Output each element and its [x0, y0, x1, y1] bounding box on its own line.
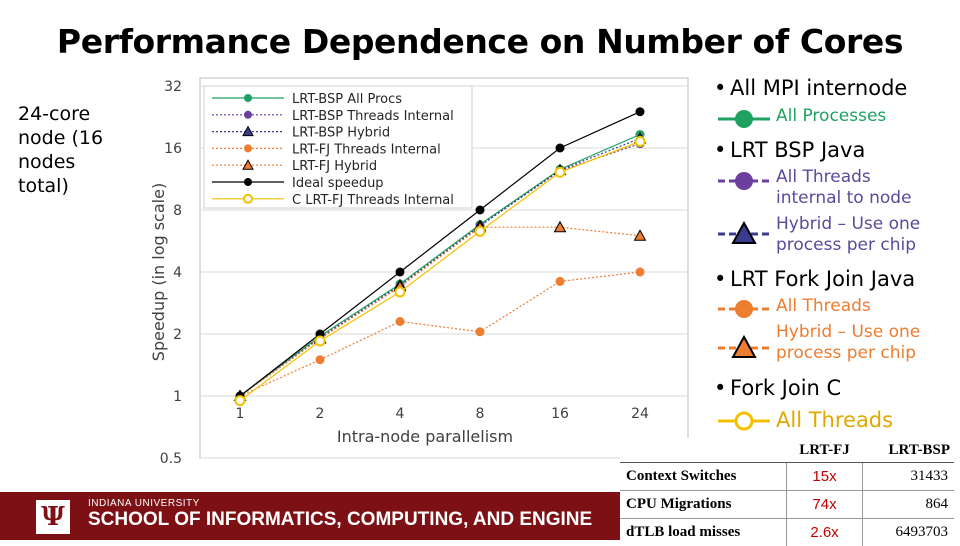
iu-trident-logo-icon: Ψ [36, 500, 70, 534]
orange-circle-line-icon [716, 298, 772, 320]
y-tick-label: 2 [173, 327, 182, 343]
yellow-open-circle-line-icon [716, 410, 772, 432]
data-point [556, 168, 565, 177]
university-name: INDIANA UNIVERSITY [88, 498, 200, 509]
subtitle-line: node (16 [18, 126, 128, 150]
bullet-c-text: Fork Join C [730, 376, 841, 400]
legend-label: LRT-BSP Threads Internal [292, 109, 454, 124]
data-point [396, 287, 405, 296]
data-point [556, 277, 565, 286]
data-point [556, 144, 565, 153]
x-tick-label: 4 [396, 406, 405, 422]
fj-sub2-line: process per chip [776, 343, 920, 364]
x-axis-title: Intra-node parallelism [337, 427, 513, 446]
bullet-bsp-sub1: All Threads internal to node [776, 167, 912, 209]
metric-ratio: 2.6x [786, 519, 863, 546]
data-point [244, 111, 252, 119]
x-tick-label: 8 [476, 406, 485, 422]
bsp-sub1-line: All Threads [776, 167, 912, 188]
fj-sub2-line: Hybrid – Use one [776, 322, 920, 343]
legend-label: Ideal speedup [292, 176, 384, 191]
metric-ratio: 74x [786, 491, 863, 519]
subtitle-line: total) [18, 174, 128, 198]
university-footer: Ψ INDIANA UNIVERSITY SCHOOL OF INFORMATI… [0, 492, 620, 540]
y-tick-label: 4 [173, 265, 182, 281]
data-point [236, 396, 245, 405]
y-tick-label: 0.5 [160, 451, 182, 467]
bullet-bsp-text: LRT BSP Java [730, 138, 865, 162]
legend-label: LRT-BSP All Procs [292, 92, 402, 107]
data-point [636, 137, 645, 146]
bullet-c-sub: All Threads [776, 410, 893, 431]
bullet-mpi-sub: All Processes [776, 106, 886, 127]
legend-label: LRT-BSP Hybrid [292, 126, 390, 141]
table-header-cell: LRT-BSP [863, 438, 954, 463]
data-point [476, 227, 485, 236]
table-header-row: LRT-FJ LRT-BSP [620, 438, 954, 463]
slide-title: Performance Dependence on Number of Core… [0, 22, 960, 61]
data-point [636, 268, 645, 277]
slide-subtitle: 24-core node (16 nodes total) [18, 102, 128, 198]
bullet-bsp-sub2: Hybrid – Use one process per chip [776, 214, 920, 256]
bullet-c: •Fork Join C [714, 376, 841, 400]
data-point [476, 327, 485, 336]
data-point [316, 336, 325, 345]
green-circle-line-icon [716, 108, 772, 130]
data-point [636, 107, 645, 116]
legend-label: LRT-FJ Hybrid [292, 159, 377, 174]
y-axis-title: Speedup (in log scale) [149, 183, 168, 361]
bullet-fj-sub2: Hybrid – Use one process per chip [776, 322, 920, 364]
data-point [244, 144, 252, 152]
bullet-mpi-text: All MPI internode [730, 76, 907, 100]
data-point [244, 178, 252, 186]
bullet-fj: •LRT Fork Join Java [714, 267, 915, 291]
orange-triangle-line-icon [716, 334, 772, 360]
data-point [396, 317, 405, 326]
table-row: Context Switches 15x 31433 [620, 463, 954, 491]
data-point [244, 94, 252, 102]
stats-table: LRT-FJ LRT-BSP Context Switches 15x 3143… [620, 438, 954, 546]
metric-bsp-value: 864 [863, 491, 954, 519]
data-point [244, 195, 252, 203]
x-tick-label: 24 [631, 406, 649, 422]
data-point [316, 355, 325, 364]
table-header-cell: LRT-FJ [786, 438, 863, 463]
school-name: SCHOOL OF INFORMATICS, COMPUTING, AND EN… [88, 509, 592, 531]
y-tick-label: 8 [173, 203, 182, 219]
y-tick-label: 1 [173, 389, 182, 405]
metric-ratio: 15x [786, 463, 863, 491]
table-row: dTLB load misses 2.6x 6493703 [620, 519, 954, 546]
bullet-bsp: •LRT BSP Java [714, 138, 865, 162]
bsp-sub2-line: process per chip [776, 235, 920, 256]
bullet-fj-sub1: All Threads [776, 296, 871, 317]
metric-label: dTLB load misses [620, 519, 786, 546]
metric-label: Context Switches [620, 463, 786, 491]
x-tick-label: 1 [236, 406, 245, 422]
subtitle-line: nodes [18, 150, 128, 174]
bullet-fj-text: LRT Fork Join Java [730, 267, 915, 291]
metric-bsp-value: 31433 [863, 463, 954, 491]
legend-label: C LRT-FJ Threads Internal [292, 193, 454, 208]
table-row: CPU Migrations 74x 864 [620, 491, 954, 519]
metric-bsp-value: 6493703 [863, 519, 954, 546]
data-point [396, 268, 405, 277]
purple-circle-line-icon [716, 170, 772, 192]
table-header-cell [620, 438, 786, 463]
bullet-mpi: •All MPI internode [714, 76, 907, 100]
y-tick-label: 32 [164, 79, 182, 95]
bsp-sub2-line: Hybrid – Use one [776, 214, 920, 235]
metric-label: CPU Migrations [620, 491, 786, 519]
bsp-sub1-line: internal to node [776, 188, 912, 209]
y-tick-label: 16 [164, 141, 182, 157]
navy-triangle-line-icon [716, 220, 772, 246]
x-tick-label: 16 [551, 406, 569, 422]
subtitle-line: 24-core [18, 102, 128, 126]
x-tick-label: 2 [316, 406, 325, 422]
legend-label: LRT-FJ Threads Internal [292, 142, 441, 157]
data-point [476, 206, 485, 215]
